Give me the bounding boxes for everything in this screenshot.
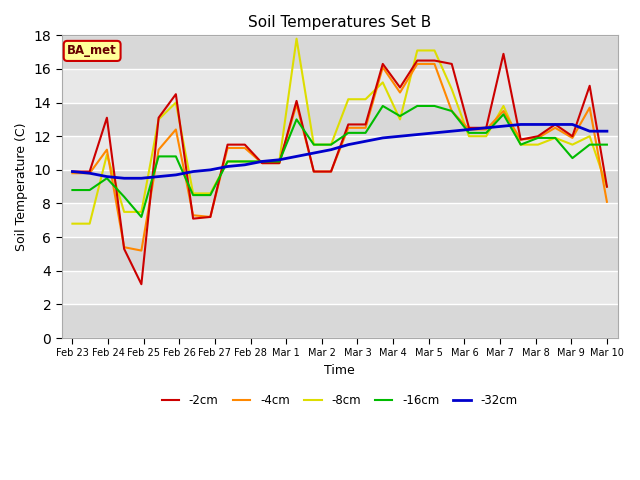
Bar [61,170,618,204]
Legend: -2cm, -4cm, -8cm, -16cm, -32cm: -2cm, -4cm, -8cm, -16cm, -32cm [157,389,522,412]
Bar [61,103,618,136]
Y-axis label: Soil Temperature (C): Soil Temperature (C) [15,122,28,251]
X-axis label: Time: Time [324,364,355,377]
Bar [61,271,618,304]
Bar [61,69,618,103]
Bar [61,2,618,36]
Text: BA_met: BA_met [67,45,117,58]
Bar [61,36,618,69]
Bar [61,304,618,338]
Title: Soil Temperatures Set B: Soil Temperatures Set B [248,15,431,30]
Bar [61,237,618,271]
Bar [61,204,618,237]
Bar [61,136,618,170]
